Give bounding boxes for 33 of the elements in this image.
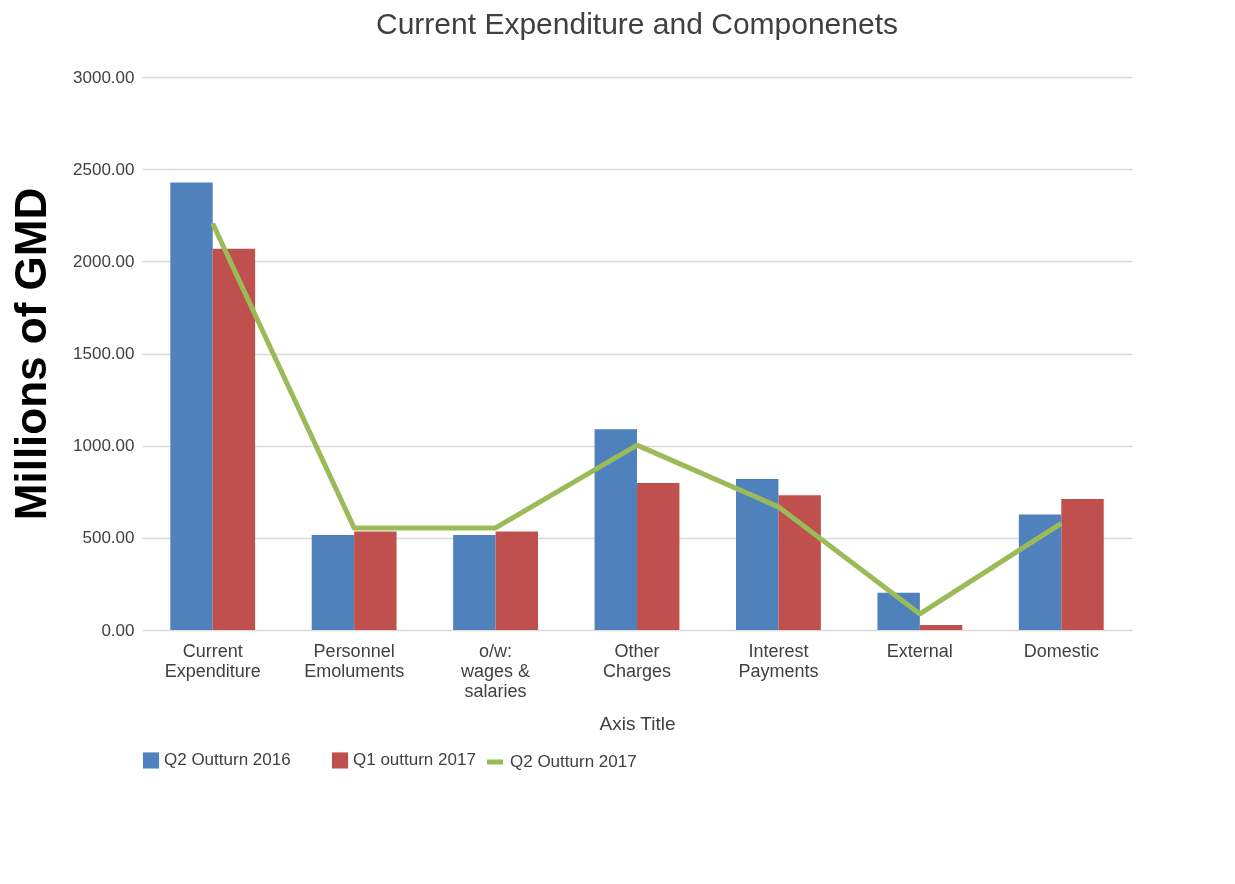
bar	[495, 531, 538, 630]
x-tick-label: o/w: wages & salaries	[460, 640, 531, 701]
bar	[170, 182, 213, 630]
y-tick-label: 3000.00	[73, 67, 135, 87]
bar	[212, 248, 256, 630]
bar	[778, 495, 821, 630]
y-tick-label: 500.00	[82, 528, 135, 548]
bar	[594, 429, 637, 630]
bar	[453, 534, 496, 630]
y-axis-title: Millions of GMD	[6, 187, 56, 521]
x-tick-label: Personnel Emoluments	[304, 640, 405, 681]
y-tick-label: 2000.00	[73, 251, 135, 271]
bar	[919, 625, 963, 630]
x-tick-label: Domestic	[1023, 640, 1099, 661]
y-tick-label: 0.00	[101, 620, 135, 640]
bar	[354, 531, 397, 630]
bar	[1061, 498, 1104, 630]
chart-title: Current Expenditure and Componenets	[376, 7, 898, 40]
legend-label: Q1 outturn 2017	[353, 750, 476, 770]
bar	[1018, 514, 1062, 630]
x-tick-label: External	[886, 640, 953, 661]
y-tick-label: 2500.00	[73, 159, 135, 179]
x-tick-label: Interest Payments	[738, 640, 819, 681]
bar	[637, 482, 680, 630]
bar	[311, 534, 355, 630]
y-tick-label: 1000.00	[73, 436, 135, 456]
legend-label: Q2 Outturn 2017	[510, 752, 637, 771]
x-tick-label: Current Expenditure	[164, 640, 261, 681]
y-tick-label: 1500.00	[73, 344, 135, 363]
legend-label: Q2 Outturn 2016	[164, 750, 291, 770]
bar	[736, 479, 779, 630]
x-axis-title: Axis Title	[599, 712, 676, 734]
x-tick-label: Other Charges	[602, 640, 672, 681]
